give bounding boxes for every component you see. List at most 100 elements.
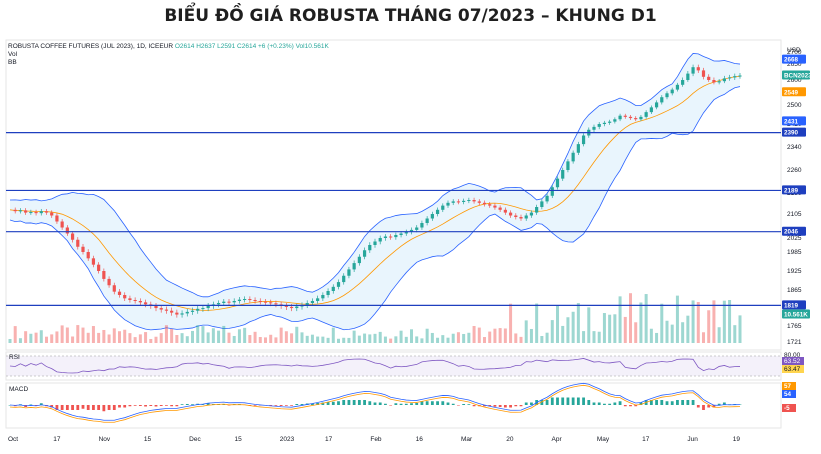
candle-body [128, 298, 132, 300]
candle-body [237, 299, 242, 301]
macd-histogram-bar [368, 401, 372, 405]
candle-body [451, 201, 455, 203]
volume-bar [300, 332, 304, 343]
macd-histogram-bar [451, 403, 455, 405]
volume-bar [159, 333, 163, 343]
volume-bar [118, 331, 121, 343]
candle-body [170, 310, 174, 313]
candle-body [326, 291, 330, 295]
volume-bar [352, 330, 356, 343]
macd-histogram-bar [655, 400, 658, 405]
volume-bar [602, 313, 606, 343]
macd-histogram-bar [634, 405, 638, 407]
candle-body [722, 78, 726, 82]
volume-bar [691, 300, 695, 343]
macd-histogram-bar [686, 400, 690, 405]
macd-histogram-bar [65, 405, 69, 410]
macd-histogram-bar [123, 405, 127, 408]
macd-histogram-bar [71, 405, 74, 410]
candle-body [482, 202, 487, 205]
candle-body [597, 124, 601, 127]
candle-body [321, 295, 325, 299]
volume-bar [316, 336, 320, 343]
volume-bar [738, 315, 742, 343]
candle-body [430, 214, 434, 219]
volume-bar [535, 303, 539, 343]
candle-body [352, 263, 356, 270]
candle-body [336, 282, 341, 287]
candle-body [133, 300, 137, 301]
y-tick-label: 2105 [787, 211, 802, 218]
x-tick-label: 2023 [280, 436, 295, 443]
macd-histogram-bar [352, 400, 356, 405]
candle-body [535, 207, 539, 213]
candle-body [503, 209, 507, 213]
horizontal-levels[interactable] [6, 132, 781, 306]
volume-bar [71, 336, 75, 343]
rsi-badge-bg [782, 351, 804, 359]
candle-body [331, 286, 335, 291]
volume-bar [571, 311, 575, 343]
candle-body [446, 202, 450, 206]
candle-body [24, 210, 28, 213]
candle-body [738, 75, 742, 77]
volume-bar [191, 330, 194, 343]
candle-body [550, 187, 554, 196]
volume-bar [675, 295, 679, 343]
macd-histogram-bar [97, 405, 101, 410]
macd-histogram-bar [618, 401, 622, 405]
volume-bar [665, 320, 669, 343]
volume-bar [128, 333, 132, 343]
macd-histogram-bar [118, 405, 121, 408]
volume-bar [237, 329, 241, 343]
candle-body [613, 119, 617, 122]
macd-histogram-bar [284, 405, 288, 406]
candle-body [243, 299, 247, 300]
candle-body [274, 303, 278, 305]
vol-label: Vol [8, 51, 18, 58]
macd-histogram-bar [92, 405, 95, 410]
macd-histogram-bar [582, 397, 585, 405]
macd-histogram-bar [608, 403, 612, 405]
candle-body [686, 73, 690, 80]
candle-body [665, 93, 669, 98]
volume-bar [170, 328, 174, 343]
candle-body [493, 205, 497, 208]
candle-body [696, 67, 700, 71]
rsi-value-label: 63.52 [784, 358, 801, 365]
volume-bar [347, 337, 351, 343]
candle-body [222, 301, 226, 303]
macd-histogram-bar [707, 405, 711, 408]
badge-level: 2046 [784, 229, 799, 236]
macd-value-label: 54 [784, 391, 792, 398]
volume-bar [483, 337, 486, 343]
badge-level-bg [782, 300, 806, 310]
volume-bar [509, 303, 513, 343]
candle-body [524, 215, 528, 219]
candle-body [180, 313, 184, 315]
macd-histogram-bar [670, 401, 674, 405]
candle-body [190, 310, 195, 312]
macd-histogram-bar [462, 404, 466, 405]
volume-bar [107, 334, 111, 343]
badge-level-bg [782, 127, 806, 137]
macd-histogram-bar [206, 403, 210, 405]
volume-bar [639, 302, 643, 343]
macd-histogram-bar [253, 405, 257, 406]
volume-bar [206, 332, 210, 343]
volume-bar [232, 335, 236, 343]
candle-body [185, 311, 189, 314]
candle-body [467, 200, 471, 201]
badge-last-bg [782, 70, 810, 80]
macd-histogram-bar [60, 405, 64, 410]
volume-bar [686, 315, 690, 343]
candle-body [383, 236, 388, 238]
macd-histogram-bar [540, 400, 544, 405]
volume-bar [467, 332, 471, 343]
macd-histogram-bar [514, 405, 518, 407]
macd-histogram-bar [347, 400, 351, 405]
candle-body [143, 302, 148, 305]
macd-histogram-bar [472, 405, 476, 407]
x-tick-label: 16 [416, 436, 424, 443]
